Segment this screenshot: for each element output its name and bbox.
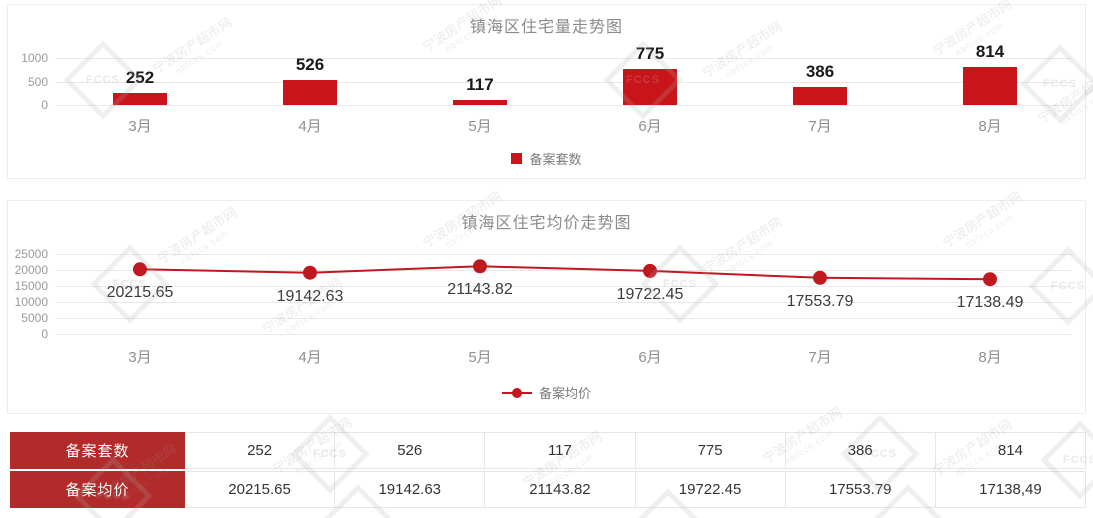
- volume-chart-panel: 镇海区住宅量走势图 1000 500 0 252 3月 526 4月 117 5月 775 6月 38…: [7, 4, 1086, 179]
- table-cell: 117: [485, 432, 636, 469]
- y-axis-tick: 1000: [21, 51, 48, 65]
- bar: [793, 87, 847, 105]
- price-chart-legend[interactable]: 备案均价: [8, 383, 1085, 402]
- table-row-header: 备案均价: [10, 471, 185, 508]
- y-axis-tick: 25000: [14, 247, 48, 261]
- gridline: [55, 105, 1071, 106]
- x-axis-label: 7月: [808, 118, 832, 135]
- point-value-label: 21143.82: [447, 281, 513, 299]
- table-cell: 19142.63: [335, 471, 486, 508]
- table-cell: 526: [335, 432, 486, 469]
- price-chart-panel: 镇海区住宅均价走势图 25000 20000 15000 10000 5000 0 2021…: [7, 200, 1086, 414]
- bar: [283, 80, 337, 105]
- line-point: [473, 259, 487, 274]
- y-axis-tick: 0: [41, 98, 48, 112]
- bar-value-label: 386: [805, 62, 835, 81]
- bar-value-label: 526: [295, 55, 325, 74]
- summary-table: 备案套数 252 526 117 775 386 814 备案均价 20215.65 19142.…: [10, 432, 1086, 508]
- x-axis-label: 6月: [638, 118, 662, 135]
- x-axis-label: 3月: [128, 118, 152, 135]
- table-cell: 252: [185, 432, 336, 469]
- line-point: [983, 272, 997, 287]
- volume-legend-label: 备案套数: [529, 152, 582, 167]
- volume-chart-title: 镇海区住宅量走势图: [469, 19, 623, 36]
- y-axis-tick: 5000: [21, 311, 48, 325]
- point-value-label: 17138.49: [956, 294, 1024, 312]
- y-axis-tick: 0: [41, 327, 48, 341]
- table-row: 备案套数 252 526 117 775 386 814: [10, 432, 1086, 469]
- price-legend-label: 备案均价: [538, 386, 591, 401]
- gridline: [55, 318, 1071, 319]
- table-cell: 20215.65: [185, 471, 336, 508]
- table-row: 备案均价 20215.65 19142.63 21143.82 19722.45 1755…: [10, 471, 1086, 508]
- x-axis-label: 8月: [978, 118, 1002, 135]
- gridline: [55, 334, 1071, 335]
- y-axis-tick: 10000: [14, 295, 48, 309]
- point-value-label: 20215.65: [106, 284, 174, 302]
- gridline: [55, 254, 1071, 255]
- y-axis-tick: 500: [27, 74, 48, 89]
- x-axis-label: 8月: [978, 349, 1002, 366]
- price-line: [139, 265, 991, 281]
- x-axis-label: 6月: [638, 349, 662, 366]
- table-cell: 386: [785, 432, 936, 469]
- gridline: [55, 81, 1071, 83]
- x-axis-label: 3月: [128, 349, 152, 366]
- bar-value-label: 775: [635, 44, 665, 63]
- x-axis-label: 4月: [298, 349, 322, 366]
- volume-chart-plot: 1000 500 0 252 3月 526 4月 117 5月 775 6月 386 7月 814 8月: [8, 5, 1085, 178]
- bar: [963, 67, 1017, 105]
- table-cell: 19722.45: [635, 471, 786, 508]
- bar: [453, 100, 507, 105]
- gridline: [55, 302, 1071, 303]
- price-chart-title: 镇海区住宅均价走势图: [461, 215, 632, 232]
- table-cell: 775: [635, 432, 786, 469]
- gridline: [55, 270, 1071, 271]
- table-row-header: 备案套数: [10, 432, 185, 469]
- x-axis-label: 4月: [298, 118, 322, 135]
- table-cell: 17553.79: [785, 471, 936, 508]
- table-cell: 17138,49: [935, 471, 1086, 508]
- point-value-label: 19722.45: [616, 285, 684, 303]
- legend-line-dot-icon: [501, 387, 532, 399]
- x-axis-label: 7月: [808, 349, 832, 366]
- gridline: [55, 286, 1071, 287]
- line-point: [303, 265, 317, 280]
- volume-chart-legend[interactable]: 备案套数: [8, 149, 1085, 168]
- table-cell: 21143.82: [485, 471, 636, 508]
- y-axis-tick: 20000: [14, 263, 48, 277]
- gridline: [55, 58, 1071, 59]
- x-axis-label: 5月: [468, 118, 492, 135]
- bar-value-label: 814: [975, 42, 1005, 61]
- x-axis-label: 5月: [468, 349, 492, 366]
- table-cell: 814: [935, 432, 1086, 469]
- bar-value-label: 252: [125, 68, 155, 87]
- line-point: [813, 270, 827, 285]
- bar: [623, 69, 677, 105]
- bar-value-label: 117: [466, 75, 494, 94]
- point-value-label: 19142.63: [276, 287, 344, 305]
- bar: [113, 93, 167, 105]
- y-axis-tick: 15000: [14, 279, 48, 293]
- point-value-label: 17553.79: [786, 292, 854, 310]
- legend-square-icon: [511, 153, 523, 164]
